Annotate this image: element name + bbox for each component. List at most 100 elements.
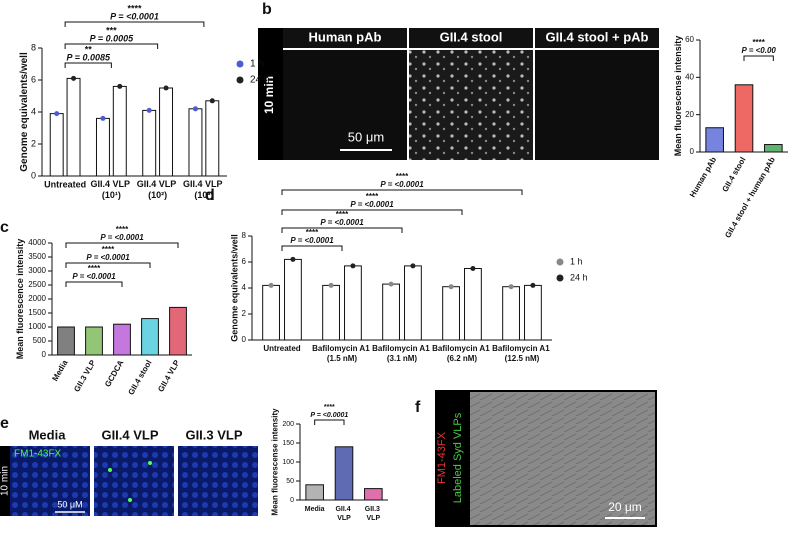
- x-tick-label: Media: [50, 358, 69, 383]
- time-label: 10 min: [262, 76, 276, 114]
- label-line: Bafilomycin A1: [492, 344, 552, 353]
- bar: [764, 144, 783, 153]
- x-tick-label: Untreated: [263, 344, 300, 353]
- bar: [322, 284, 340, 341]
- y-tick-label: 500: [33, 336, 47, 345]
- p-value: P = <0.0001: [100, 233, 144, 242]
- legend-label: 24 h: [250, 75, 269, 86]
- value-dot: [350, 263, 356, 269]
- bar: [442, 286, 460, 341]
- value-dot: [388, 281, 394, 287]
- bar: [141, 318, 159, 356]
- bar: [49, 113, 64, 177]
- micrograph-spot: [128, 498, 132, 502]
- legend-label: 24 h: [570, 272, 588, 282]
- image-header: [409, 28, 533, 48]
- p-value: P = <0.0001: [320, 218, 364, 227]
- y-axis-label: Mean fluorescense intensity: [271, 408, 280, 516]
- y-tick-label: 2000: [28, 294, 46, 303]
- label-line: GII.4 VLP: [90, 179, 132, 189]
- micrograph-spot: [108, 468, 112, 472]
- bar: [502, 286, 520, 341]
- significance-bracket: [281, 227, 403, 233]
- p-value: P = <0.0001: [86, 253, 130, 262]
- panel-label: e: [0, 415, 9, 432]
- x-tick-label: GII.3 VLP: [365, 506, 382, 522]
- image-title: GII.4 VLP: [101, 427, 158, 442]
- x-tick-label: Human pAb: [688, 155, 718, 198]
- scale-label: 50 μm: [348, 129, 384, 144]
- bar: [142, 109, 157, 177]
- y-tick-label: 2500: [28, 280, 46, 289]
- p-value: P = <0.0001: [310, 412, 348, 419]
- value-dot: [328, 282, 334, 288]
- image-header: [283, 28, 407, 48]
- panel-label: c: [0, 219, 9, 236]
- significance-bracket: [65, 281, 123, 287]
- p-value: P = <0.0001: [110, 11, 159, 21]
- label-line: GII.4: [335, 506, 352, 513]
- micrograph: [10, 446, 90, 516]
- y-tick-label: 0: [242, 335, 247, 344]
- value-dot: [100, 115, 106, 121]
- value-dot: [410, 263, 416, 269]
- x-tick-label: GII.4 VLP: [156, 358, 182, 393]
- significance-bracket: [64, 43, 159, 49]
- bar: [169, 306, 187, 356]
- y-tick-label: 2: [242, 309, 247, 318]
- image-label: Labeled Syd VLPs: [452, 412, 464, 503]
- label-line: (10¹): [102, 190, 121, 200]
- value-dot: [448, 284, 454, 290]
- bar: [57, 326, 75, 356]
- significance-bracket: [64, 21, 205, 27]
- micrograph: [178, 446, 258, 516]
- y-tick-label: 1500: [28, 308, 46, 317]
- bar: [404, 265, 422, 341]
- significance-bracket: [65, 242, 179, 248]
- p-value: P = <0.0001: [72, 272, 116, 281]
- significance-bracket: [281, 189, 523, 195]
- y-tick-label: 4: [31, 106, 36, 116]
- significance-stars: ****: [116, 225, 129, 234]
- y-tick-label: 0: [690, 147, 695, 156]
- significance-bracket: [64, 62, 112, 68]
- y-tick-label: 3000: [28, 266, 46, 275]
- x-tick-label: GII.4 stool + human pAb: [723, 155, 777, 239]
- label-line: GII.4 VLP: [137, 179, 179, 189]
- x-tick-label: GII.4 VLP: [335, 506, 352, 522]
- label-line: GII.4 VLP: [183, 179, 225, 189]
- significance-stars: ****: [306, 228, 319, 237]
- y-tick-label: 20: [685, 110, 694, 119]
- label-line: (10³): [194, 190, 213, 200]
- significance-bracket: [65, 262, 151, 268]
- x-tick-label: GII.4 VLP (10¹): [90, 179, 132, 200]
- value-dot: [268, 282, 274, 288]
- time-label: 10 min: [0, 466, 11, 496]
- p-value: P = <0.0001: [380, 180, 424, 189]
- label-line: (1.5 nM): [327, 354, 358, 363]
- value-dot: [192, 106, 198, 112]
- y-axis-label: Genome equivalents/well: [19, 52, 30, 172]
- p-value: P = <0.00: [741, 46, 776, 55]
- micrograph: [409, 50, 533, 160]
- bar: [113, 323, 131, 356]
- bar: [344, 265, 362, 341]
- significance-stars: ****: [88, 264, 101, 273]
- significance-bracket: [743, 55, 774, 61]
- y-axis-label: Mean fluorescence intensity: [15, 239, 25, 360]
- image-strip: [258, 28, 283, 160]
- y-tick-label: 1000: [28, 322, 46, 331]
- significance-stars: ****: [366, 192, 379, 201]
- significance-bracket: [281, 245, 343, 251]
- micrograph: [535, 50, 659, 160]
- significance-stars: **: [85, 44, 93, 54]
- value-dot: [163, 85, 169, 91]
- label-line: (3.1 nM): [387, 354, 418, 363]
- y-tick-label: 60: [685, 35, 694, 44]
- y-tick-label: 40: [685, 72, 694, 81]
- value-dot: [508, 284, 514, 290]
- label-line: Bafilomycin A1: [372, 344, 432, 353]
- bar: [85, 326, 103, 356]
- y-tick-label: 100: [282, 459, 294, 466]
